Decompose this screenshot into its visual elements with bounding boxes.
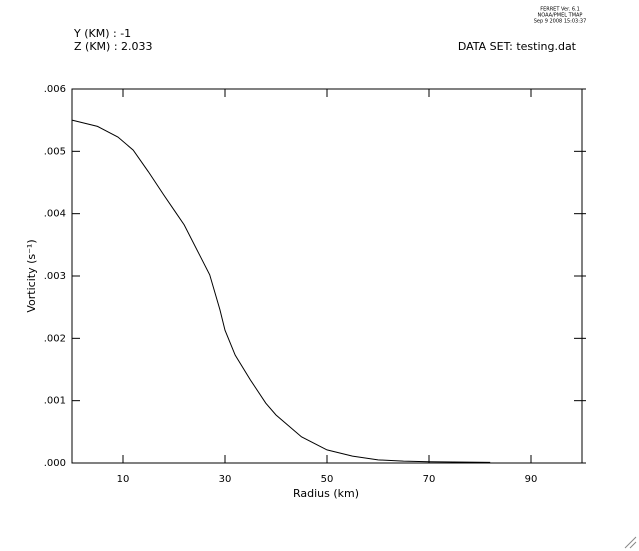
y-tick-label: .003 <box>44 271 66 282</box>
credit: FERRET Ver. 6.1 <box>540 7 580 13</box>
info: Y (KM) : -1 <box>73 27 131 40</box>
y-axis-label: Vorticity (s⁻¹) <box>25 239 38 312</box>
line <box>71 119 491 463</box>
x-tick-label: 30 <box>219 474 232 485</box>
x-tick-label: 50 <box>321 474 334 485</box>
x-tick-label: 70 <box>423 474 436 485</box>
y-tick-label: .005 <box>44 146 66 157</box>
x-tick-label: 10 <box>117 474 130 485</box>
credit: NOAA/PMEL TMAP <box>538 13 583 19</box>
credit: Sep 9 2008 15:03:37 <box>534 19 587 25</box>
plot-frame <box>71 88 583 464</box>
y-tick-label: .000 <box>44 458 66 469</box>
y-tick-label: .002 <box>44 333 66 344</box>
y-tick-label: .004 <box>44 209 66 220</box>
x-axis-label: Radius (km) <box>293 487 359 500</box>
resize-grip <box>624 536 637 549</box>
info: Z (KM) : 2.033 <box>74 40 153 53</box>
x-tick-label: 90 <box>525 474 538 485</box>
y-tick-label: .006 <box>44 84 66 95</box>
dataset: DATA SET: testing.dat <box>458 40 577 53</box>
y-tick-label: .001 <box>44 396 66 407</box>
